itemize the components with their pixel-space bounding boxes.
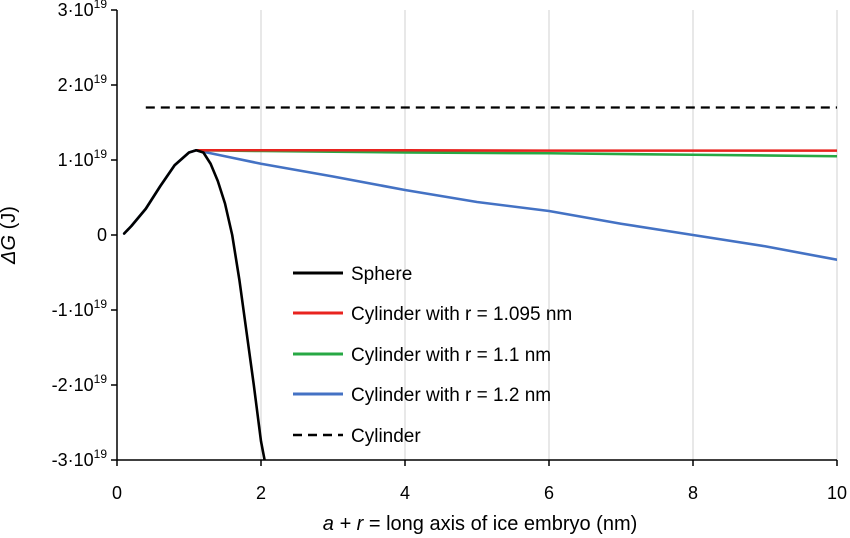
legend-label-cylinder-11: Cylinder with r = 1.1 nm <box>351 345 551 366</box>
legend-label-cylinder-12: Cylinder with r = 1.2 nm <box>351 385 551 406</box>
legend-item-cylinder-12: Cylinder with r = 1.2 nm <box>293 385 551 406</box>
x-tick-label-0: 0 <box>112 483 122 503</box>
y-axis-title-rest: (J) <box>0 206 20 235</box>
x-tick-label-4: 4 <box>400 483 410 503</box>
y-tick-label-3: 0 <box>97 225 107 245</box>
axes <box>111 9 838 466</box>
grid <box>260 10 838 460</box>
y-tick-label-2: 1·1019 <box>58 147 108 170</box>
y-axis-title-italic: ΔG <box>0 235 20 265</box>
y-tick-label-0: 3·1019 <box>58 0 108 20</box>
legend: Sphere Cylinder with r = 1.095 nm Cylind… <box>293 264 572 447</box>
legend-item-cylinder: Cylinder <box>293 426 421 447</box>
x-tick-label-2: 2 <box>256 483 266 503</box>
legend-label-cylinder: Cylinder <box>351 426 421 447</box>
legend-item-sphere: Sphere <box>293 264 412 285</box>
x-axis-title-rest: = long axis of ice embryo (nm) <box>363 513 637 535</box>
x-axis-title-italic: a + r <box>323 513 365 535</box>
x-axis-title: a + r = long axis of ice embryo (nm) <box>323 513 638 535</box>
tick-labels: 3·1019 2·1019 1·1019 0 -1·1019 -2·1019 -3·1019… <box>52 0 847 503</box>
legend-label-cylinder-1095: Cylinder with r = 1.095 nm <box>351 304 572 325</box>
y-axis-title: ΔG (J) <box>0 206 20 265</box>
y-tick-label-4: -1·1019 <box>52 297 108 320</box>
series-lines <box>122 106 837 460</box>
y-tick-label-1: 2·1019 <box>58 72 108 95</box>
series-line-0 <box>122 148 266 460</box>
legend-item-cylinder-11: Cylinder with r = 1.1 nm <box>293 345 551 366</box>
x-tick-label-8: 8 <box>688 483 698 503</box>
y-tick-label-5: -2·1019 <box>52 372 108 395</box>
y-tick-label-6: -3·1019 <box>52 447 108 470</box>
x-tick-label-6: 6 <box>544 483 554 503</box>
x-tick-label-10: 10 <box>827 483 847 503</box>
legend-label-sphere: Sphere <box>351 264 412 285</box>
legend-item-cylinder-1095: Cylinder with r = 1.095 nm <box>293 304 572 325</box>
